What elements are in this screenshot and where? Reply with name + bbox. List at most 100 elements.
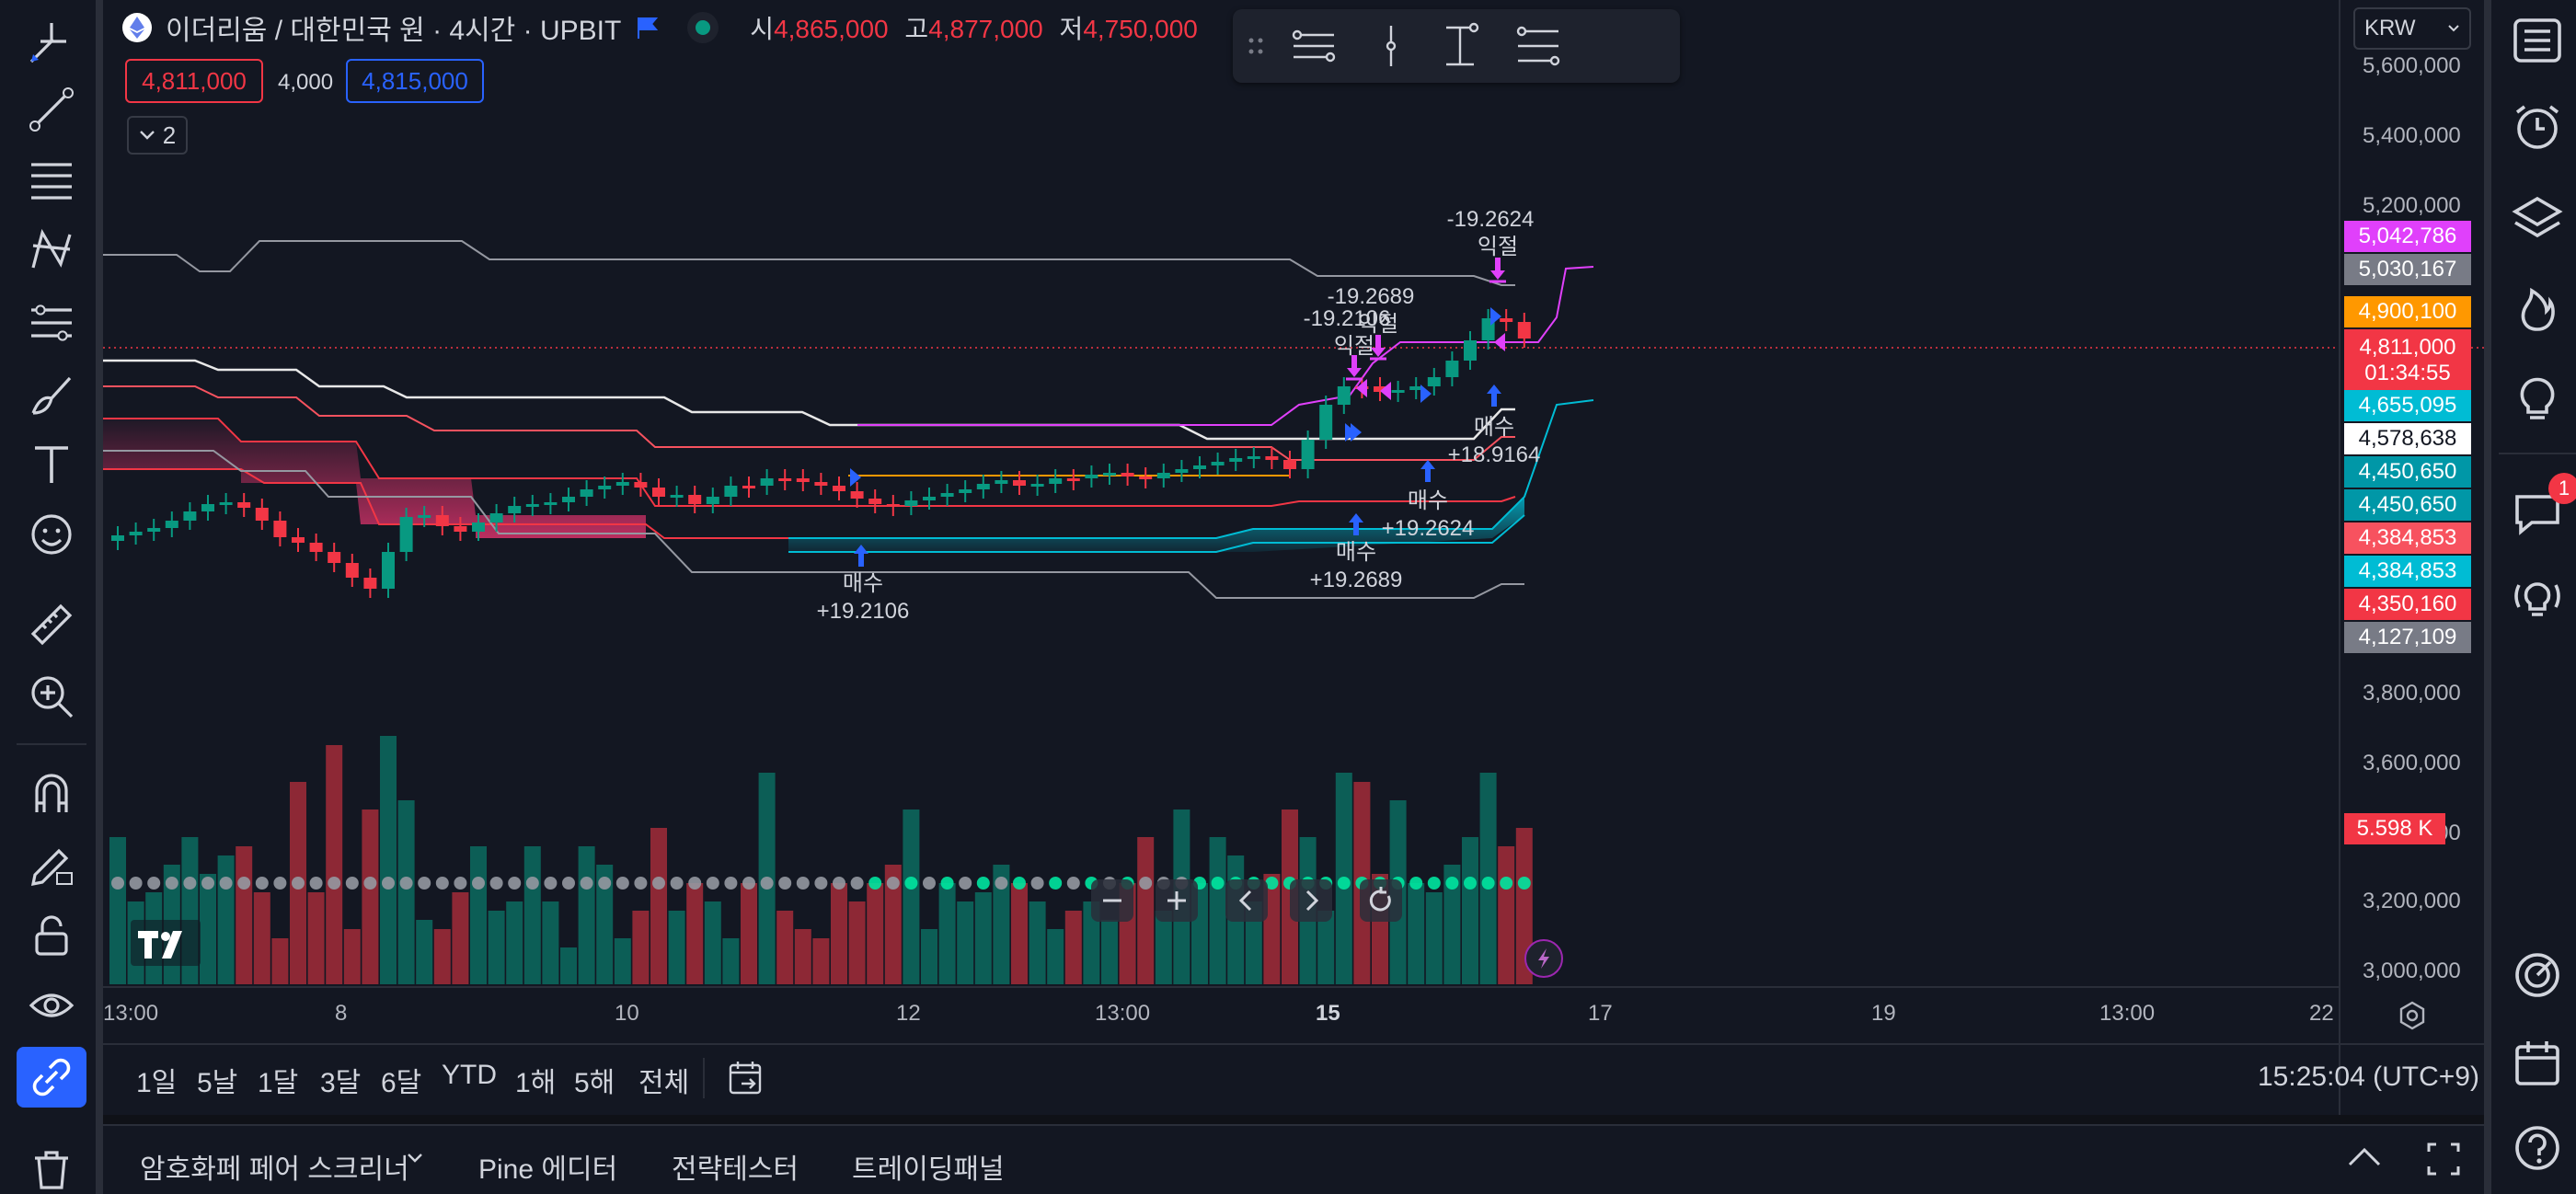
zoom-out-button[interactable] xyxy=(1091,879,1133,922)
lock-drawings-tool[interactable] xyxy=(17,905,86,966)
delete-tool[interactable] xyxy=(17,1139,86,1194)
drag-handle-icon[interactable] xyxy=(1248,38,1263,54)
object-tree-button[interactable] xyxy=(2499,180,2576,258)
candle-body xyxy=(1374,386,1386,392)
magnet-icon xyxy=(35,774,68,812)
zoom-tool[interactable] xyxy=(17,666,86,727)
indicators-toggle[interactable]: 2 xyxy=(127,116,188,155)
signal-dot xyxy=(1445,877,1459,890)
brush-tool[interactable] xyxy=(17,364,86,425)
streams-button[interactable] xyxy=(2499,559,2576,637)
sell-arrow xyxy=(1347,355,1362,377)
range-button[interactable]: YTD xyxy=(442,1060,497,1090)
sell-price-button[interactable]: 4,811,000 xyxy=(125,59,263,103)
prediction-tool[interactable] xyxy=(17,293,86,353)
time-axis[interactable] xyxy=(103,986,2339,988)
emoji-tool[interactable] xyxy=(17,504,86,565)
link-icon xyxy=(32,1058,71,1096)
price-range-icon[interactable] xyxy=(1446,22,1479,66)
signal-dot xyxy=(508,877,522,890)
volume-bar xyxy=(831,883,847,984)
help-button[interactable] xyxy=(2499,1109,2576,1187)
ruler-tool[interactable] xyxy=(17,594,86,655)
signal-dot xyxy=(147,877,161,890)
symbol-title[interactable]: 이더리움 / 대한민국 원 · 4시간 · UPBIT xyxy=(166,16,622,46)
signal-dot xyxy=(165,877,178,890)
range-button[interactable]: 전체 xyxy=(638,1068,690,1098)
keep-drawing-tool[interactable] xyxy=(17,835,86,896)
magnet-tool[interactable] xyxy=(17,763,86,824)
volume-bar xyxy=(794,929,811,984)
panel-tab[interactable]: Pine 에디터 xyxy=(478,1154,618,1185)
fib-retracement-icon[interactable] xyxy=(1292,29,1336,63)
signal-dot xyxy=(940,877,954,890)
alerts-button[interactable] xyxy=(2499,88,2576,166)
screener-dropdown-icon[interactable] xyxy=(407,1152,423,1168)
signal-dot xyxy=(670,877,684,890)
hide-drawings-tool[interactable] xyxy=(17,975,86,1036)
panel-tab[interactable]: 암호화페 페어 스크리너 xyxy=(140,1154,409,1185)
market-status-icon[interactable] xyxy=(687,12,719,43)
range-button[interactable]: 3달 xyxy=(320,1068,362,1098)
price-axis[interactable] xyxy=(2339,0,2340,1115)
currency-select[interactable]: KRW xyxy=(2353,7,2471,50)
clock-timezone[interactable]: 15:25:04 (UTC+9) xyxy=(2258,1062,2479,1092)
scroll-right-button[interactable] xyxy=(1290,879,1332,922)
goto-date-button[interactable] xyxy=(725,1058,767,1105)
price-tick-label: 3,800,000 xyxy=(2363,681,2461,706)
range-button[interactable]: 5날 xyxy=(197,1068,238,1098)
watchlist-button[interactable] xyxy=(2499,2,2576,79)
volume-bar xyxy=(1245,901,1262,984)
range-button[interactable]: 5해 xyxy=(574,1068,615,1098)
floating-drawing-toolbar[interactable] xyxy=(1233,9,1680,83)
pattern-tool[interactable] xyxy=(17,219,86,280)
volume-bar xyxy=(686,883,704,984)
candle-body xyxy=(1409,386,1423,390)
calendar-button[interactable] xyxy=(2499,1025,2576,1102)
candle-body xyxy=(382,552,395,589)
exit-triangle xyxy=(1380,382,1391,400)
crosshair-tool[interactable] xyxy=(17,11,86,72)
price-tick-label: 5,200,000 xyxy=(2363,193,2461,218)
signal-dot xyxy=(652,877,665,890)
range-button[interactable]: 1달 xyxy=(258,1068,299,1098)
reset-chart-button[interactable] xyxy=(1360,879,1402,922)
volume-bar xyxy=(1101,920,1118,984)
link-tool-active[interactable] xyxy=(17,1047,86,1108)
text-tool[interactable] xyxy=(17,434,86,495)
signal-dot xyxy=(183,877,197,890)
hotlists-button[interactable] xyxy=(2499,269,2576,346)
trend-line-tool[interactable] xyxy=(17,79,86,140)
range-button[interactable]: 1해 xyxy=(515,1068,557,1098)
vertical-line-icon[interactable] xyxy=(1386,26,1397,66)
replay-lightning-icon[interactable] xyxy=(1524,939,1563,978)
volume-bar xyxy=(271,938,289,984)
price-chart[interactable]: 매수+19.2106매수+19.2689매수+19.2624매수+18.9164… xyxy=(103,0,2484,1115)
axis-settings-icon[interactable] xyxy=(2396,999,2429,1037)
candle-body xyxy=(255,508,269,521)
volume-bar xyxy=(741,883,757,984)
collapse-panel-button[interactable] xyxy=(2344,1139,2385,1180)
maximize-panel-button[interactable] xyxy=(2425,1141,2462,1182)
panel-tab[interactable]: 트레이딩패널 xyxy=(852,1154,1005,1185)
buy-price-button[interactable]: 4,815,000 xyxy=(346,59,484,103)
white-mid-line xyxy=(103,359,1515,441)
scroll-left-button[interactable] xyxy=(1225,879,1268,922)
fib-extension-icon[interactable] xyxy=(1516,26,1560,66)
flag-icon[interactable] xyxy=(634,14,661,41)
range-button[interactable]: 1일 xyxy=(136,1068,178,1098)
volume-bar xyxy=(380,736,397,984)
volume-bar xyxy=(848,901,866,984)
ideas-button[interactable] xyxy=(2499,359,2576,436)
volume-bar xyxy=(974,892,992,984)
signal-dot xyxy=(255,877,269,890)
range-button[interactable]: 6달 xyxy=(381,1068,422,1098)
signal-dot xyxy=(309,877,323,890)
data-window-button[interactable] xyxy=(2499,936,2576,1014)
zoom-in-button[interactable] xyxy=(1156,879,1198,922)
horizontal-lines-tool[interactable] xyxy=(17,149,86,210)
panel-tab[interactable]: 전략테스터 xyxy=(672,1154,799,1185)
price-scale-label: 4,384,853 xyxy=(2344,522,2471,554)
chart-area[interactable]: 매수 +19.2106 매수 +19.2689 매수 +19.2624 매수 +18.9164… xyxy=(103,0,2484,1115)
signal-dot xyxy=(273,877,287,890)
